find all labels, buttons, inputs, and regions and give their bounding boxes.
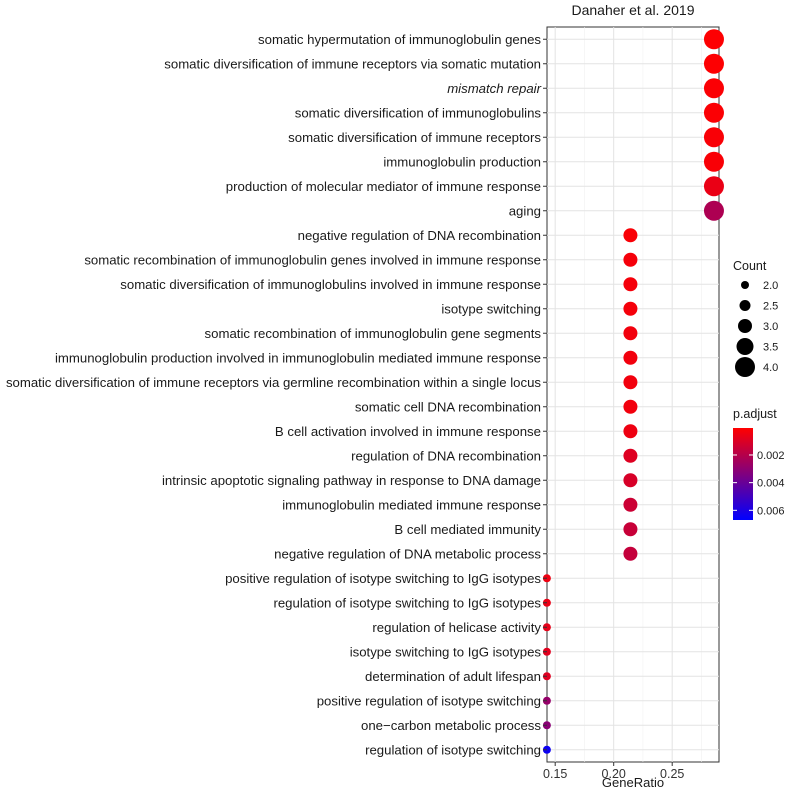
data-point — [703, 102, 724, 123]
color-legend-label: 0.002 — [757, 450, 785, 462]
color-legend-bar — [733, 428, 753, 520]
data-point — [623, 473, 638, 488]
size-legend-title: Count — [733, 259, 767, 273]
plot-panel — [546, 26, 720, 763]
y-tick-label: somatic diversification of immunoglobuli… — [295, 105, 542, 120]
y-tick-label: regulation of DNA recombination — [351, 448, 541, 463]
y-tick-label: somatic recombination of immunoglobulin … — [205, 326, 542, 341]
y-tick-label: B cell activation involved in immune res… — [275, 424, 541, 439]
data-point — [623, 228, 638, 243]
size-legend: 2.0 2.5 3.0 3.5 4.0 — [735, 280, 778, 377]
size-legend-label: 4.0 — [763, 362, 778, 374]
y-tick-label: isotype switching to IgG isotypes — [350, 644, 542, 659]
y-tick-label: regulation of helicase activity — [372, 620, 541, 635]
points-layer — [542, 29, 724, 754]
x-axis: 0.15 0.20 0.25 — [543, 762, 684, 781]
x-tick-label: 0.25 — [660, 767, 684, 781]
data-point — [623, 546, 638, 561]
y-tick-label: regulation of isotype switching — [365, 742, 541, 757]
size-legend-label: 3.5 — [763, 342, 778, 354]
y-tick-label: somatic diversification of immune recept… — [288, 130, 541, 145]
size-legend-dot — [741, 281, 749, 289]
y-tick-label: intrinsic apoptotic signaling pathway in… — [162, 473, 541, 488]
data-point — [703, 151, 724, 172]
y-tick-label: isotype switching — [441, 301, 541, 316]
y-tick-label: production of molecular mediator of immu… — [226, 179, 541, 194]
color-legend-label: 0.006 — [757, 505, 785, 517]
y-tick-label: positive regulation of isotype switching — [317, 693, 541, 708]
data-point — [703, 29, 724, 50]
y-tick-label: aging — [509, 203, 541, 218]
y-tick-label: somatic diversification of immune recept… — [164, 56, 541, 71]
y-tick-label: determination of adult lifespan — [365, 669, 541, 684]
data-point — [703, 200, 724, 221]
y-tick-label: negative regulation of DNA metabolic pro… — [274, 546, 541, 561]
data-point — [703, 176, 724, 197]
size-legend-dot — [735, 357, 755, 377]
data-point — [703, 127, 724, 148]
data-point — [623, 497, 638, 512]
y-tick-label: B cell mediated immunity — [394, 522, 541, 537]
color-legend: 0.002 0.004 0.006 — [733, 450, 785, 517]
size-legend-label: 2.5 — [763, 301, 778, 313]
x-tick-label: 0.15 — [543, 767, 567, 781]
y-tick-label: immunoglobulin production involved in im… — [55, 350, 541, 365]
y-tick-label: immunoglobulin mediated immune response — [282, 497, 541, 512]
size-legend-label: 2.0 — [763, 280, 778, 292]
data-point — [623, 301, 638, 316]
term-labels: somatic hypermutation of immunoglobulin … — [6, 32, 547, 757]
y-tick-label: regulation of isotype switching to IgG i… — [273, 595, 541, 610]
x-axis-title: GeneRatio — [602, 775, 664, 790]
y-tick-label: one−carbon metabolic process — [361, 718, 541, 733]
data-point — [623, 252, 638, 267]
color-legend-title: p.adjust — [733, 407, 777, 421]
y-tick-label: mismatch repair — [447, 81, 541, 96]
y-tick-label: negative regulation of DNA recombination — [298, 228, 541, 243]
data-point — [623, 424, 638, 439]
data-point — [623, 375, 638, 390]
data-point — [623, 277, 638, 292]
size-legend-dot — [739, 300, 751, 311]
data-point — [623, 448, 638, 463]
y-tick-label: somatic hypermutation of immunoglobulin … — [258, 32, 541, 47]
y-tick-label: somatic diversification of immunoglobuli… — [120, 277, 541, 292]
size-legend-dot — [738, 319, 752, 333]
y-tick-label: somatic recombination of immunoglobulin … — [84, 252, 541, 267]
color-legend-label: 0.004 — [757, 478, 785, 490]
data-point — [623, 399, 638, 414]
data-point — [623, 326, 638, 341]
y-tick-label: positive regulation of isotype switching… — [225, 571, 541, 586]
data-point — [703, 53, 724, 74]
y-tick-label: somatic diversification of immune recept… — [6, 375, 541, 390]
x-tick-label: 0.20 — [602, 767, 626, 781]
size-legend-label: 3.0 — [763, 321, 778, 333]
data-point — [623, 350, 638, 365]
data-point — [623, 522, 638, 537]
chart-title: Danaher et al. 2019 — [572, 2, 695, 18]
y-tick-label: immunoglobulin production — [383, 154, 541, 169]
data-point — [703, 78, 724, 99]
y-tick-label: somatic cell DNA recombination — [355, 399, 541, 414]
size-legend-dot — [736, 338, 754, 355]
